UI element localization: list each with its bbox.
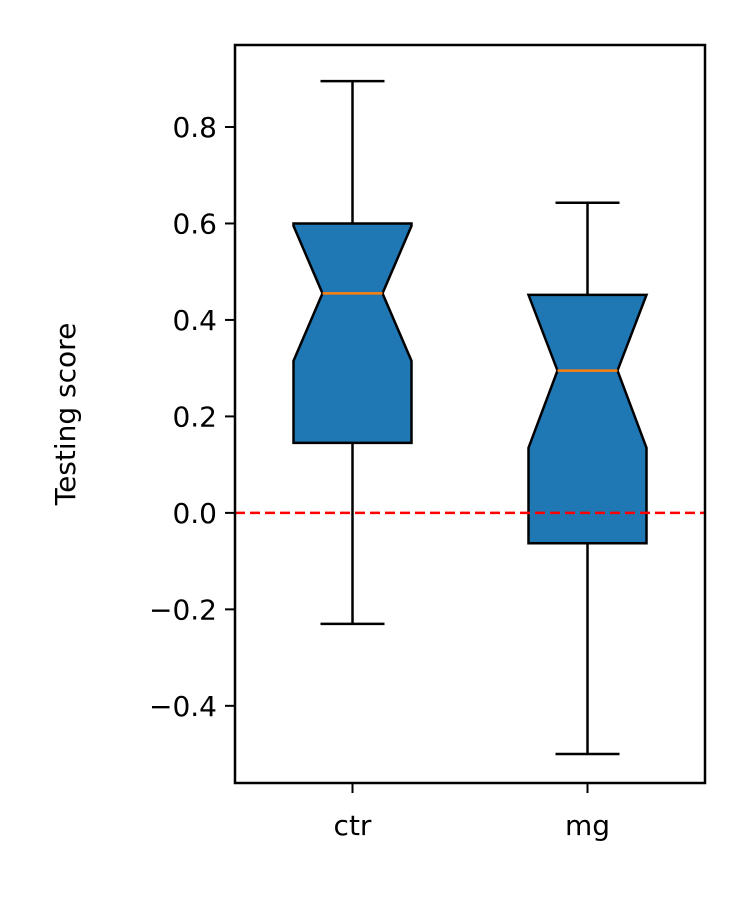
y-tick-label: −0.4 bbox=[149, 690, 217, 723]
x-tick-label: ctr bbox=[334, 809, 372, 842]
x-axis: ctr mg bbox=[334, 783, 610, 842]
y-tick-label: 0.0 bbox=[172, 497, 217, 530]
plot-frame bbox=[233, 43, 707, 785]
y-tick-label: −0.2 bbox=[149, 593, 217, 626]
box-body bbox=[526, 293, 649, 545]
y-tick-label: 0.4 bbox=[172, 304, 217, 337]
x-tick-label: mg bbox=[565, 809, 610, 842]
y-tick-label: 0.2 bbox=[172, 400, 217, 433]
y-axis: −0.4 −0.2 0.0 0.2 0.4 0.6 0.8 bbox=[149, 111, 235, 723]
boxes-layer bbox=[292, 79, 649, 756]
box-body bbox=[292, 222, 413, 445]
box-ctr bbox=[292, 79, 413, 626]
y-tick-label: 0.6 bbox=[172, 207, 217, 240]
box-mg bbox=[526, 201, 649, 756]
y-axis-label: Testing score bbox=[49, 323, 82, 507]
y-tick-label: 0.8 bbox=[172, 111, 217, 144]
